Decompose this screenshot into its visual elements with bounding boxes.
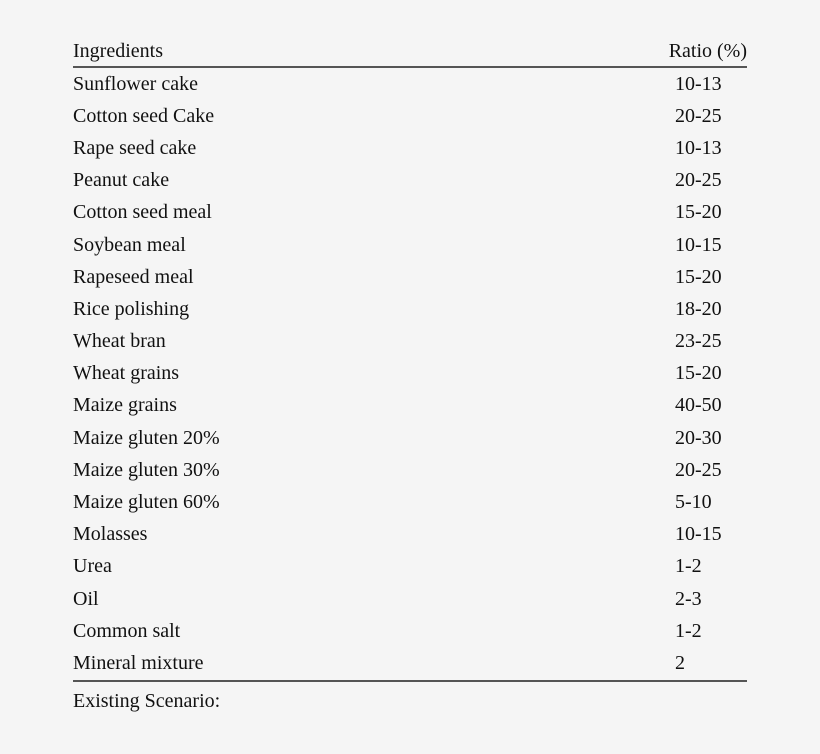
ratio-value: 2-3 — [675, 587, 702, 610]
table-footer-note: Existing Scenario: — [73, 689, 221, 712]
ingredient-name: Rapeseed meal — [73, 265, 194, 288]
ingredient-name: Molasses — [73, 523, 148, 546]
ingredient-name: Rice polishing — [73, 297, 190, 320]
ingredient-name: Urea — [73, 555, 112, 578]
ratio-value: 20-25 — [675, 104, 722, 127]
ingredient-name: Oil — [73, 587, 99, 610]
ratio-value: 20-25 — [675, 169, 722, 192]
ingredient-name: Maize gluten 60% — [73, 491, 220, 514]
table-row: Maize gluten 30% 20-25 — [73, 454, 747, 486]
table-row: Oil 2-3 — [73, 583, 747, 615]
table-row: Urea 1-2 — [73, 551, 747, 583]
table-body: Sunflower cake 10-13 Cotton seed Cake 20-25… — [73, 68, 747, 680]
ratio-value: 1-2 — [675, 619, 702, 642]
ratio-value: 18-20 — [675, 297, 722, 320]
table-row: Common salt 1-2 — [73, 615, 747, 647]
ingredient-name: Peanut cake — [73, 169, 170, 192]
header-ingredients: Ingredients — [73, 39, 163, 62]
ingredient-name: Sunflower cake — [73, 72, 198, 95]
table-row: Wheat grains 15-20 — [73, 358, 747, 390]
table-row: Peanut cake 20-25 — [73, 165, 747, 197]
ingredient-name: Maize gluten 30% — [73, 458, 220, 481]
table-row: Sunflower cake 10-13 — [73, 68, 747, 100]
ingredient-name: Soybean meal — [73, 233, 186, 256]
header-ratio: Ratio (%) — [668, 39, 747, 62]
ratio-value: 15-20 — [675, 362, 722, 385]
ratio-value: 15-20 — [675, 265, 722, 288]
table-row: Maize grains 40-50 — [73, 390, 747, 422]
table-row: Wheat bran 23-25 — [73, 326, 747, 358]
table-row: Rape seed cake 10-13 — [73, 132, 747, 164]
ratio-value: 23-25 — [675, 330, 722, 353]
table-row: Maize gluten 20% 20-30 — [73, 422, 747, 454]
ingredient-name: Maize grains — [73, 394, 177, 417]
table-row: Rapeseed meal 15-20 — [73, 261, 747, 293]
table-row: Cotton seed Cake 20-25 — [73, 100, 747, 132]
ratio-value: 20-25 — [675, 458, 722, 481]
ratio-value: 15-20 — [675, 201, 722, 224]
table-header: Ingredients Ratio (%) — [73, 36, 747, 66]
ratio-value: 10-13 — [675, 136, 722, 159]
ratio-value: 40-50 — [675, 394, 722, 417]
ratio-value: 1-2 — [675, 555, 702, 578]
ingredient-name: Cotton seed Cake — [73, 104, 215, 127]
ratio-value: 20-30 — [675, 426, 722, 449]
ratio-value: 2 — [675, 651, 685, 674]
table-row: Maize gluten 60% 5-10 — [73, 486, 747, 518]
ingredient-name: Maize gluten 20% — [73, 426, 220, 449]
table-row: Soybean meal 10-15 — [73, 229, 747, 261]
ratio-value: 10-15 — [675, 233, 722, 256]
ingredient-name: Rape seed cake — [73, 136, 197, 159]
ratio-value: 10-13 — [675, 72, 722, 95]
ingredient-name: Cotton seed meal — [73, 201, 212, 224]
header-rule — [73, 66, 747, 68]
ingredient-name: Mineral mixture — [73, 651, 204, 674]
ratio-value: 5-10 — [675, 491, 712, 514]
ingredient-name: Wheat bran — [73, 330, 166, 353]
table-row: Cotton seed meal 15-20 — [73, 197, 747, 229]
ratio-value: 10-15 — [675, 523, 722, 546]
table-row: Mineral mixture 2 — [73, 647, 747, 679]
table-row: Molasses 10-15 — [73, 519, 747, 551]
table-row: Rice polishing 18-20 — [73, 293, 747, 325]
ingredient-name: Common salt — [73, 619, 181, 642]
ingredients-table: Ingredients Ratio (%) Sunflower cake 10-1… — [73, 36, 747, 713]
bottom-rule — [73, 679, 747, 682]
ingredient-name: Wheat grains — [73, 362, 180, 385]
